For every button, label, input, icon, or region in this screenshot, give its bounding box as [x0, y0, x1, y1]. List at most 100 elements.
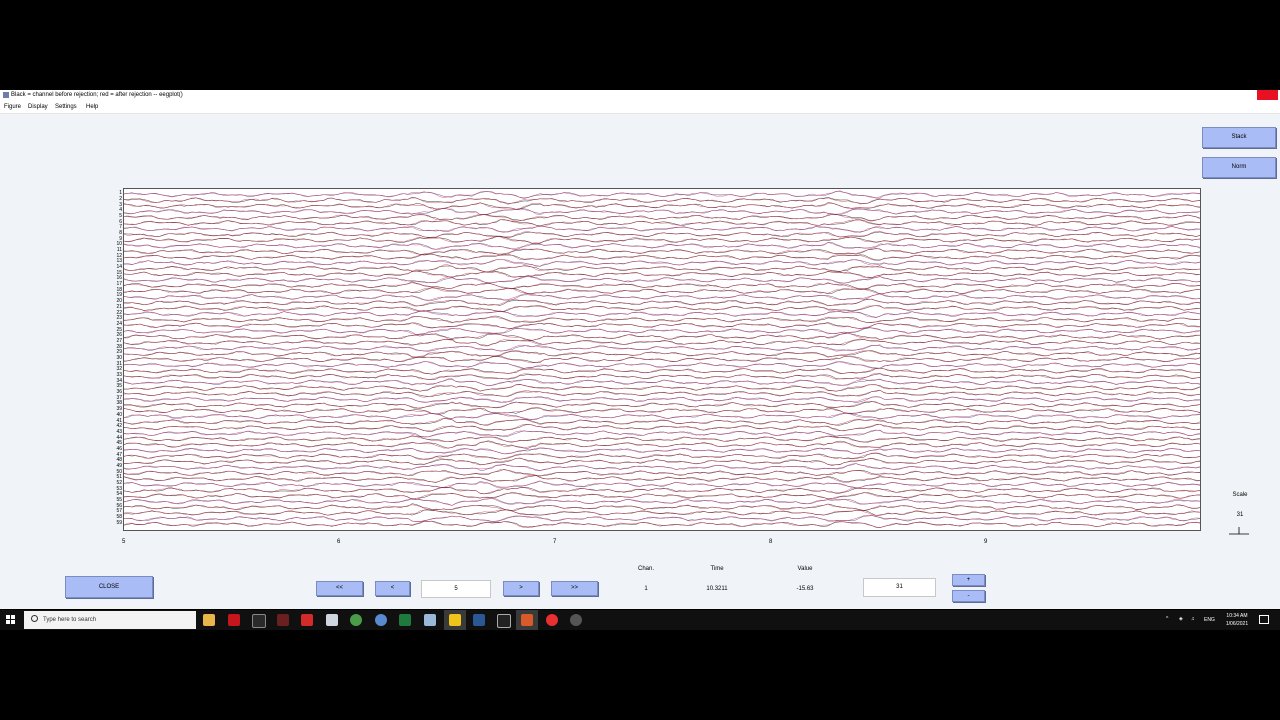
eeg-trace-38-after: [123, 401, 1201, 409]
volume-icon[interactable]: ♫: [1191, 616, 1195, 622]
time-input[interactable]: 5: [421, 580, 491, 598]
chrome-icon[interactable]: [350, 614, 362, 626]
eeg-trace-40-after: [123, 412, 1201, 420]
prev-page-button[interactable]: <: [375, 581, 410, 596]
channel-label-53: 53: [116, 485, 122, 492]
window-title: Black = channel before rejection; red = …: [11, 92, 183, 98]
taskbar-search-input[interactable]: Type here to search: [24, 611, 196, 629]
close-button[interactable]: CLOSE: [65, 576, 153, 598]
eeg-trace-51-after: [123, 475, 1201, 483]
channel-label-7: 7: [119, 224, 122, 231]
channel-label-25: 25: [116, 326, 122, 333]
settings-icon[interactable]: [570, 614, 582, 626]
next-page-button[interactable]: >: [503, 581, 539, 596]
notification-icon[interactable]: [1259, 615, 1269, 624]
channel-label-28: 28: [116, 343, 122, 350]
channel-label-12: 12: [116, 252, 122, 259]
eeg-trace-35-before: [123, 383, 1201, 392]
menu-bar: Figure Display Settings Help: [0, 101, 1280, 114]
eeg-trace-22-before: [123, 310, 1201, 318]
notes-icon[interactable]: [424, 614, 436, 626]
eeg-trace-32-after: [123, 367, 1201, 375]
eeg-trace-49-before: [123, 463, 1201, 471]
channel-label-55: 55: [116, 497, 122, 504]
edge-icon[interactable]: [375, 614, 387, 626]
channel-label-20: 20: [116, 298, 122, 305]
app-icon: [3, 92, 9, 98]
scale-minus-button[interactable]: -: [952, 590, 985, 602]
eeg-trace-45-after: [123, 441, 1201, 449]
channel-label-49: 49: [116, 462, 122, 469]
word-icon[interactable]: [473, 614, 485, 626]
first-page-button[interactable]: <<: [316, 581, 363, 596]
eeg-trace-39-after: [123, 407, 1201, 415]
eeg-trace-35-after: [123, 384, 1201, 392]
terminal-icon[interactable]: [252, 614, 266, 628]
file-explorer-icon[interactable]: [203, 614, 215, 626]
drive-icon[interactable]: [326, 614, 338, 626]
eeg-trace-19-before: [123, 293, 1201, 301]
channel-label-31: 31: [116, 360, 122, 367]
opera-icon[interactable]: [546, 614, 558, 626]
norm-button[interactable]: Norm: [1202, 157, 1276, 178]
eeg-trace-4-after: [123, 208, 1201, 216]
x-tick-7: 7: [553, 539, 557, 545]
terminal2-icon[interactable]: [497, 614, 511, 628]
channel-label-52: 52: [116, 480, 122, 487]
matlab-icon[interactable]: [521, 614, 533, 626]
eeg-trace-36-after: [123, 389, 1201, 398]
last-page-button[interactable]: >>: [551, 581, 598, 596]
language-indicator[interactable]: ENG: [1204, 617, 1215, 623]
eeg-trace-29-after: [124, 349, 1201, 358]
channel-label-54: 54: [116, 491, 122, 498]
close-window-button[interactable]: [1257, 90, 1278, 100]
channel-labels: 1 2 3 4 5 6 7 8 9 10 11 12 13 14 15 16 17 18 19 20 21 22 23 24 2…: [109, 188, 122, 531]
clock-time[interactable]: 10:34 AM: [1226, 613, 1248, 619]
channel-label-47: 47: [116, 451, 122, 458]
channel-label-18: 18: [116, 286, 122, 293]
channel-label-44: 44: [116, 434, 122, 441]
menu-figure[interactable]: Figure: [4, 104, 22, 110]
eeg-trace-43-before: [123, 429, 1201, 438]
eeg-trace-13-after: [123, 259, 1201, 267]
value-label: Value: [797, 566, 813, 572]
channel-label-42: 42: [116, 423, 122, 430]
media-icon[interactable]: [277, 614, 289, 626]
sticky-notes-icon[interactable]: [449, 614, 461, 626]
eeg-trace-27-after: [123, 338, 1201, 346]
eegplot-window: Black = channel before rejection; red = …: [0, 90, 1280, 609]
eeg-trace-16-before: [123, 276, 1201, 284]
pdf-reader-icon[interactable]: [228, 614, 240, 626]
eeg-trace-19-after: [123, 292, 1201, 301]
channel-label-32: 32: [116, 366, 122, 373]
stack-button[interactable]: Stack: [1202, 127, 1276, 148]
eeg-trace-47-before: [123, 453, 1201, 460]
menu-help[interactable]: Help: [86, 104, 99, 110]
scale-plus-button[interactable]: +: [952, 574, 985, 586]
clock-date[interactable]: 1/06/2021: [1225, 621, 1249, 627]
channel-label-2: 2: [119, 195, 122, 202]
flash-icon[interactable]: [301, 614, 313, 626]
menu-settings[interactable]: Settings: [55, 104, 77, 110]
menu-display[interactable]: Display: [28, 104, 48, 110]
tray-chevron-icon[interactable]: ^: [1166, 616, 1169, 622]
channel-label-1: 1: [119, 190, 122, 197]
channel-label-41: 41: [116, 417, 122, 424]
eeg-trace-24-after: [123, 322, 1201, 329]
x-tick-5: 5: [122, 539, 126, 545]
taskbar: Type here to search ^ ◈ ♫ ENG 10:34 AM 1…: [0, 610, 1280, 630]
eeg-trace-49-after: [123, 463, 1201, 471]
channel-label-46: 46: [116, 445, 122, 452]
eeg-trace-10-after: [123, 242, 1201, 250]
excel-icon[interactable]: [399, 614, 411, 626]
channel-label-14: 14: [116, 264, 122, 271]
eeg-plot-area[interactable]: [123, 188, 1201, 531]
network-icon[interactable]: ◈: [1179, 616, 1183, 622]
eeg-trace-17-before: [123, 281, 1201, 290]
windows-start-icon[interactable]: [6, 615, 16, 625]
scale-input[interactable]: 31: [863, 578, 936, 597]
eeg-trace-48-after: [123, 457, 1201, 466]
eeg-trace-46-after: [123, 447, 1201, 455]
channel-label-26: 26: [116, 332, 122, 339]
eeg-trace-32-before: [123, 368, 1200, 375]
